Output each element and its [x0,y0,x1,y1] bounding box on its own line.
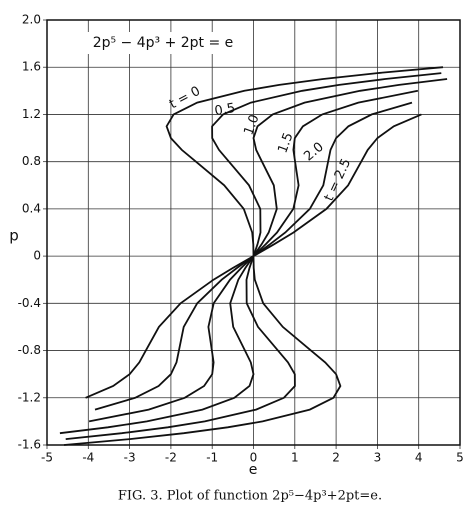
x-tick-label: -4 [82,451,94,465]
curve-label: 0.5 [214,101,237,119]
caption: FIG. 3. Plot of function 2p⁵−4p³+2pt=e. [118,489,382,504]
x-axis-label: e [249,462,258,478]
x-tick-label: 1 [291,451,299,465]
x-tick-label: 2 [332,451,340,465]
curve-label: 1.5 [275,131,296,156]
curve [85,113,422,399]
plot-frame [46,19,461,446]
y-tick-label: -0.8 [18,343,41,357]
y-tick-label: 0 [33,249,41,263]
x-tick-label: -1 [206,451,218,465]
y-tick-label: 0.4 [22,201,41,215]
equation: 2p⁵ − 4p³ + 2pt = e [93,35,234,51]
x-tick-label: 4 [415,451,423,465]
y-tick-label: -1.6 [18,438,41,452]
x-tick-label: 3 [374,451,382,465]
y-tick-label: 2.0 [22,13,41,27]
x-tick-label: -3 [124,451,136,465]
curve-label: t = 2.5 [322,156,355,203]
x-tick-label: -2 [165,451,177,465]
x-tick-label: 5 [456,451,464,465]
x-tick-label: 0 [250,451,258,465]
x-tick-label: -5 [41,451,53,465]
y-tick-label: 0.8 [22,154,41,168]
y-tick-label: -0.4 [18,296,41,310]
y-tick-label: 1.6 [22,60,41,74]
y-tick-label: -1.2 [18,390,41,404]
curve-label: 2.0 [301,140,326,165]
y-axis-label: p [9,227,19,245]
y-tick-label: 1.2 [22,107,41,121]
curve-label: 1.0 [241,113,262,138]
annotation-box [86,32,240,54]
